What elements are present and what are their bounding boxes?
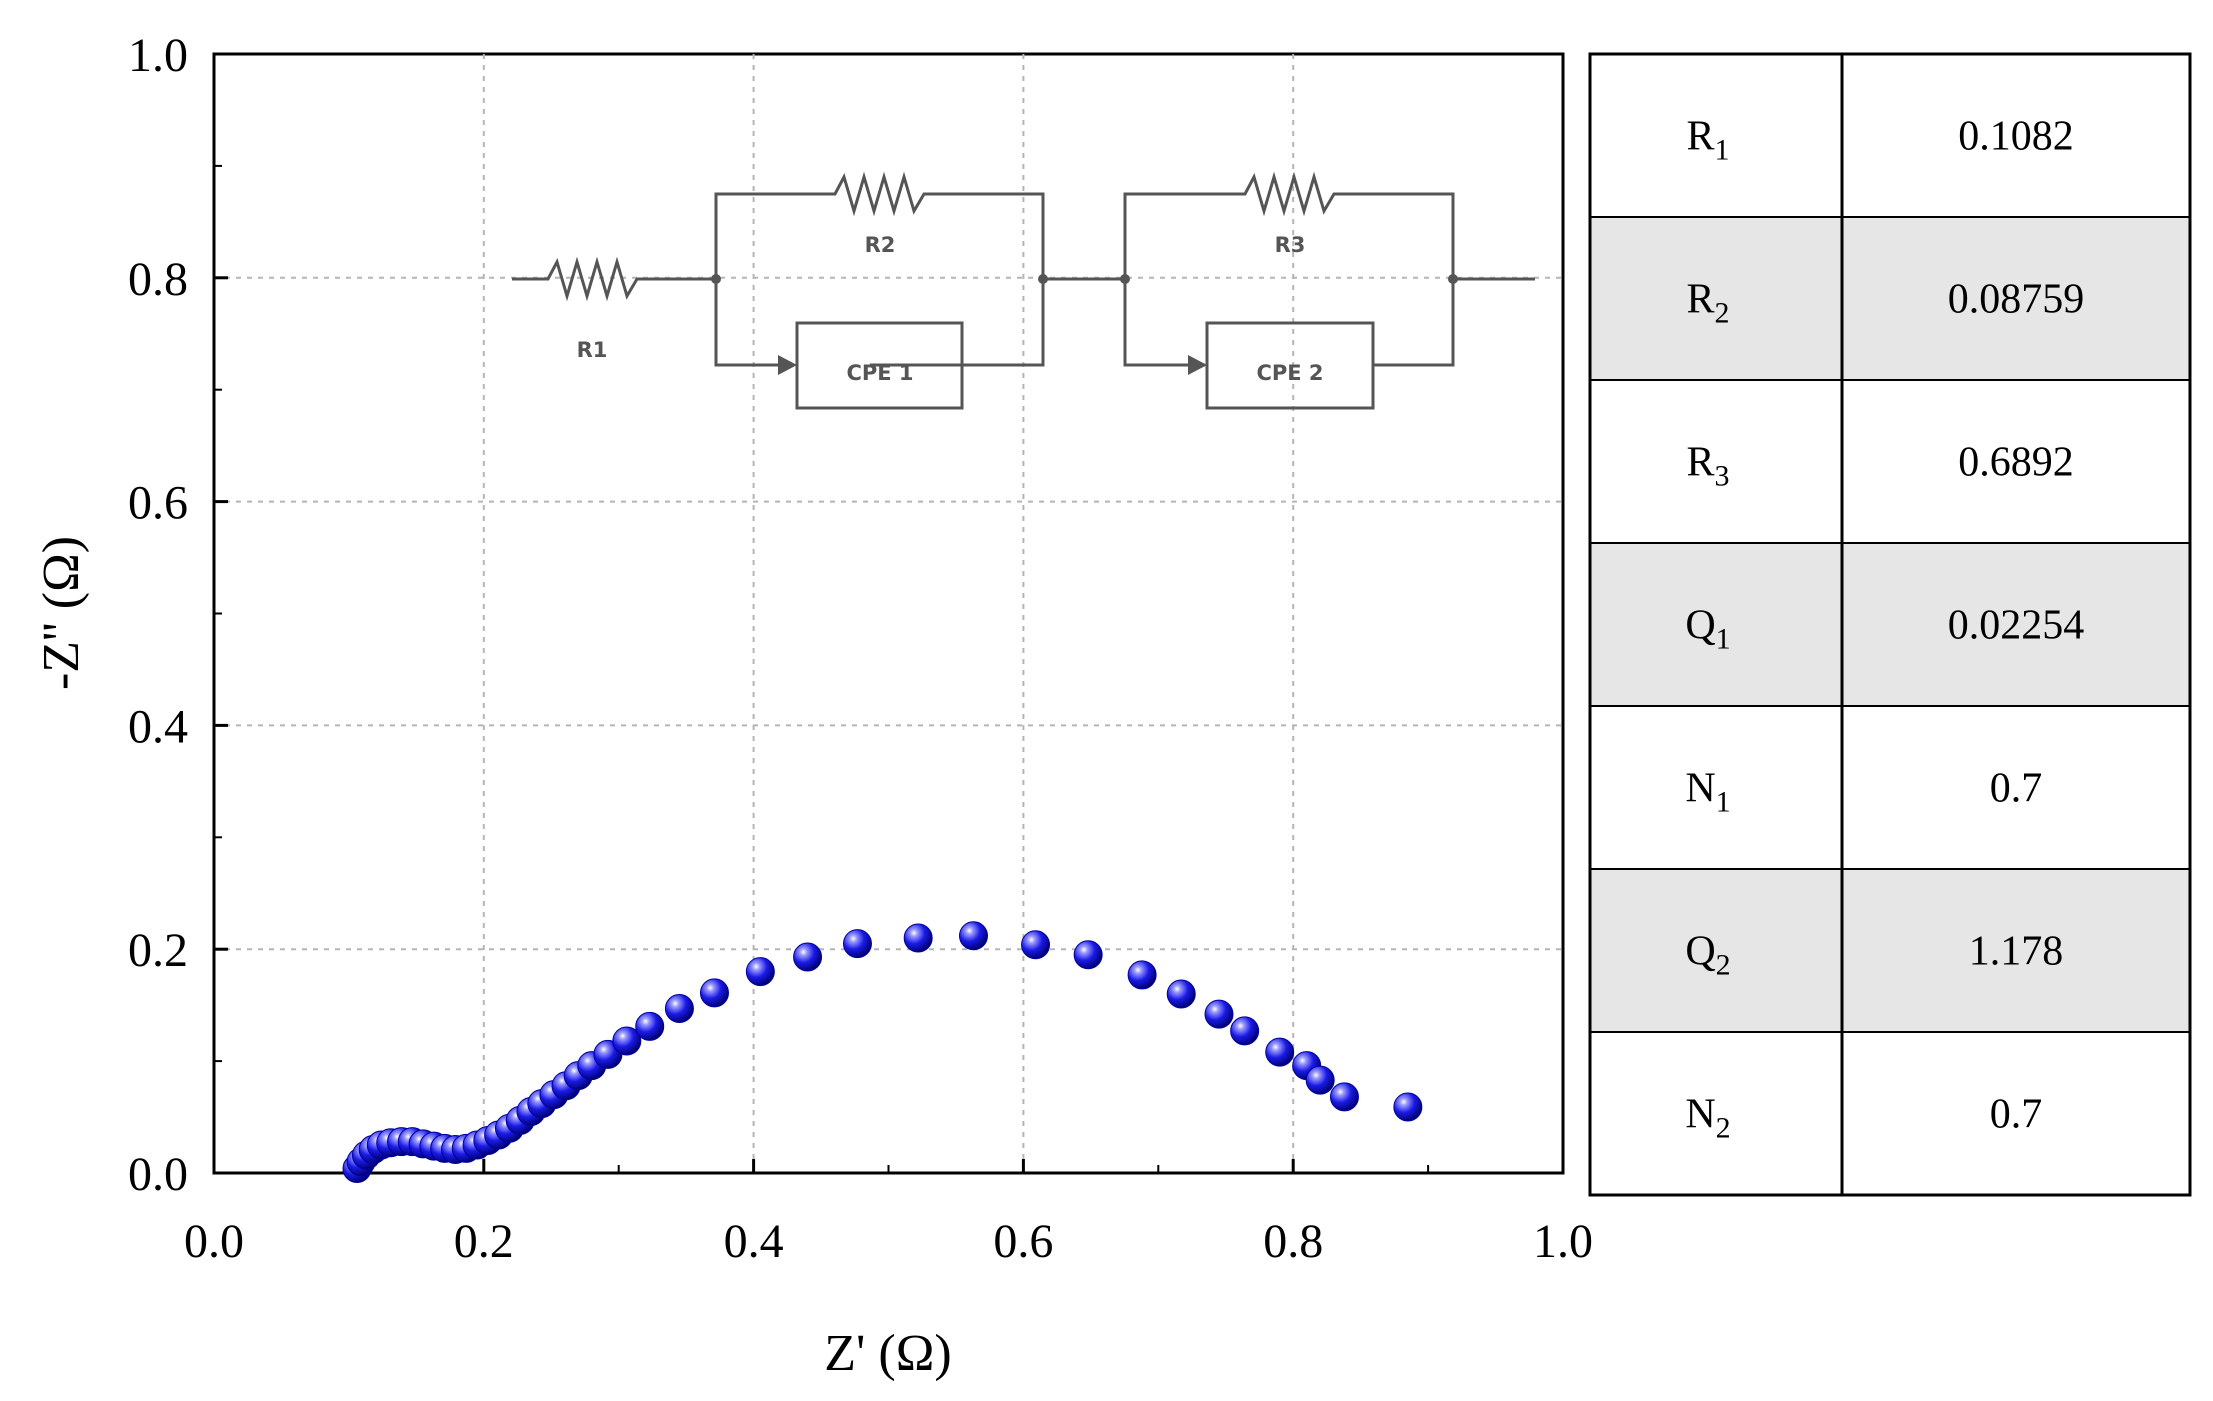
x-axis-title: Z' (Ω) xyxy=(824,1325,951,1382)
table-row-bg xyxy=(1590,1032,2190,1195)
parameter-name-cell: R3 xyxy=(1686,440,1729,493)
parameter-value-cell: 0.1082 xyxy=(1958,114,2074,160)
table-row-bg xyxy=(1590,54,2190,217)
table-row-bg xyxy=(1590,543,2190,706)
y-tick-label: 0.4 xyxy=(128,700,188,753)
data-point xyxy=(635,1011,665,1041)
data-point xyxy=(745,957,775,987)
x-tick-label: 0.4 xyxy=(724,1215,784,1268)
data-point xyxy=(1265,1037,1295,1067)
parameter-value-cell: 1.178 xyxy=(1969,929,2064,975)
axis-ticks xyxy=(212,52,1565,1175)
y-tick-label: 0.6 xyxy=(128,477,188,530)
data-point xyxy=(903,923,933,953)
data-point xyxy=(1204,999,1234,1029)
data-point xyxy=(1021,930,1051,960)
parameter-subscript: 3 xyxy=(1715,460,1730,493)
data-point xyxy=(1073,940,1103,970)
data-points xyxy=(342,921,1423,1184)
x-tick-label: 1.0 xyxy=(1533,1215,1593,1268)
grid-lines xyxy=(214,54,1563,1173)
y-tick-label: 0.8 xyxy=(128,253,188,306)
x-tick-label: 0.2 xyxy=(454,1215,514,1268)
cpe2-arrow xyxy=(1188,355,1207,375)
data-point xyxy=(1166,979,1196,1009)
data-point xyxy=(664,994,694,1024)
cpe2-box xyxy=(1205,321,1375,410)
cpe1-arrow xyxy=(778,355,797,375)
data-point xyxy=(842,929,872,959)
table-row-bg xyxy=(1590,869,2190,1032)
parameter-subscript: 2 xyxy=(1716,949,1731,982)
data-point xyxy=(699,978,729,1008)
circuit-label-r1: R1 xyxy=(577,338,608,362)
y-tick-labels: 0.0 0.2 0.4 0.6 0.8 1.0 xyxy=(128,29,188,1201)
parameter-subscript: 1 xyxy=(1715,134,1730,167)
data-point xyxy=(1127,960,1157,990)
cpe1-box xyxy=(795,321,964,410)
y-axis-title: -Z'' (Ω) xyxy=(33,536,90,690)
parameter-value-cell: 0.7 xyxy=(1990,1092,2043,1138)
x-tick-label: 0.0 xyxy=(184,1215,244,1268)
parameter-value-cell: 0.08759 xyxy=(1948,277,2085,323)
parallel-block-2-wires xyxy=(1123,171,1455,367)
resistor-r1-wire xyxy=(512,256,716,302)
parallel-block-1-wires xyxy=(714,171,1045,367)
x-tick-label: 0.8 xyxy=(1263,1215,1323,1268)
circuit-label-r3: R3 xyxy=(1275,233,1306,257)
table-row-bg xyxy=(1590,706,2190,869)
circuit-label-r2: R2 xyxy=(865,233,896,257)
y-tick-label: 0.2 xyxy=(128,924,188,977)
parameter-subscript: 1 xyxy=(1716,623,1731,656)
parameter-subscript: 1 xyxy=(1716,786,1731,819)
equivalent-circuit xyxy=(512,171,1535,410)
data-point xyxy=(958,921,988,951)
x-tick-label: 0.6 xyxy=(993,1215,1053,1268)
parameter-value-cell: 0.6892 xyxy=(1958,440,2074,486)
data-point xyxy=(612,1026,642,1056)
parameter-subscript: 2 xyxy=(1715,297,1730,330)
parameter-value-cell: 0.7 xyxy=(1990,766,2043,812)
table-border xyxy=(1588,52,2192,1197)
y-tick-label: 1.0 xyxy=(128,29,188,82)
x-tick-labels: 0.0 0.2 0.4 0.6 0.8 1.0 xyxy=(184,1215,1593,1268)
table-row-bg xyxy=(1590,380,2190,543)
data-point xyxy=(1230,1016,1260,1046)
plot-area xyxy=(212,52,1565,1175)
data-point xyxy=(1305,1065,1335,1095)
circuit-label-cpe1: CPE 1 xyxy=(846,361,913,385)
parameter-value-cell: 0.02254 xyxy=(1948,603,2085,649)
y-tick-label: 0.0 xyxy=(128,1148,188,1201)
data-point xyxy=(1329,1082,1359,1112)
circuit-label-cpe2: CPE 2 xyxy=(1256,361,1323,385)
table-row-bg xyxy=(1590,217,2190,380)
data-point xyxy=(793,942,823,972)
data-point xyxy=(1393,1092,1423,1122)
parameter-subscript: 2 xyxy=(1716,1112,1731,1145)
